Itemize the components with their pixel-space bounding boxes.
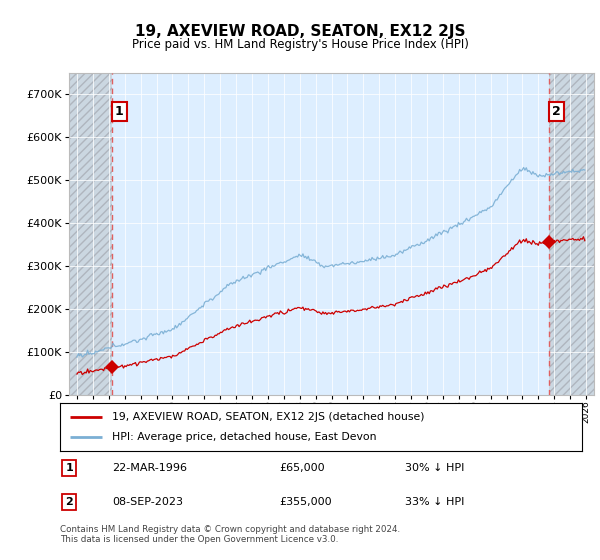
Text: 2: 2 — [65, 497, 73, 507]
Text: 08-SEP-2023: 08-SEP-2023 — [112, 497, 183, 507]
Text: 30% ↓ HPI: 30% ↓ HPI — [404, 463, 464, 473]
Text: 2: 2 — [551, 105, 560, 118]
Bar — [549, 73, 594, 395]
Text: £65,000: £65,000 — [279, 463, 325, 473]
Text: 22-MAR-1996: 22-MAR-1996 — [112, 463, 187, 473]
Text: 19, AXEVIEW ROAD, SEATON, EX12 2JS (detached house): 19, AXEVIEW ROAD, SEATON, EX12 2JS (deta… — [112, 413, 425, 422]
Text: 1: 1 — [65, 463, 73, 473]
Bar — [69, 73, 112, 395]
Text: Contains HM Land Registry data © Crown copyright and database right 2024.
This d: Contains HM Land Registry data © Crown c… — [60, 525, 400, 544]
Text: 1: 1 — [115, 105, 124, 118]
Text: 19, AXEVIEW ROAD, SEATON, EX12 2JS: 19, AXEVIEW ROAD, SEATON, EX12 2JS — [135, 24, 465, 39]
Text: HPI: Average price, detached house, East Devon: HPI: Average price, detached house, East… — [112, 432, 377, 442]
Text: £355,000: £355,000 — [279, 497, 332, 507]
Text: 33% ↓ HPI: 33% ↓ HPI — [404, 497, 464, 507]
Text: Price paid vs. HM Land Registry's House Price Index (HPI): Price paid vs. HM Land Registry's House … — [131, 38, 469, 51]
